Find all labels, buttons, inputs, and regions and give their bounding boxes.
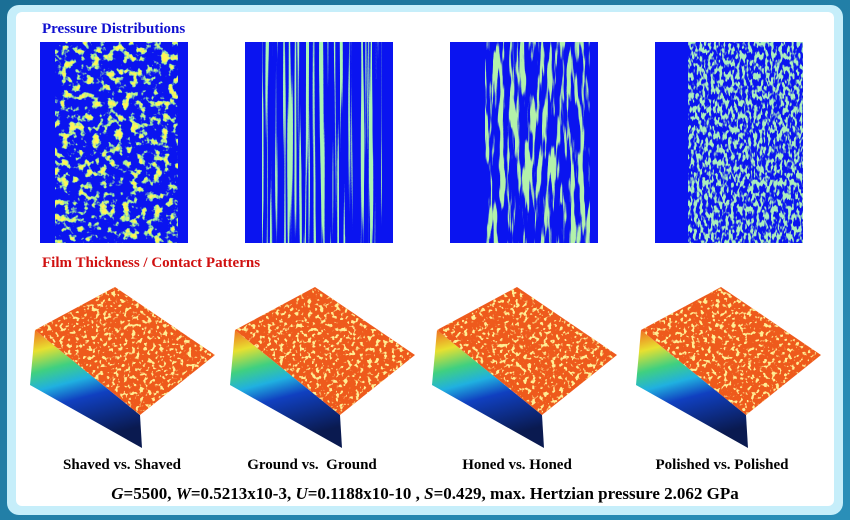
variable: U bbox=[295, 484, 308, 503]
surface-texture bbox=[235, 287, 415, 415]
surface-texture bbox=[641, 287, 821, 415]
surface-side bbox=[636, 330, 748, 448]
pressure-texture bbox=[485, 42, 590, 243]
caption: Polished vs. Polished bbox=[656, 457, 790, 473]
pressure-texture bbox=[688, 42, 803, 243]
parameters: G=5500, W=0.5213x10-3, U=0.1188x10-10 , … bbox=[111, 484, 739, 503]
variable: W bbox=[176, 484, 193, 503]
caption: Honed vs. Honed bbox=[462, 457, 572, 473]
caption: Ground vs. Ground bbox=[247, 457, 377, 473]
pressure-texture bbox=[55, 42, 178, 243]
value: =0.1188x10-10 , bbox=[308, 484, 424, 503]
section-title: Film Thickness / Contact Patterns bbox=[42, 255, 260, 271]
images bbox=[30, 42, 821, 448]
value: =0.429, max. Hertzian pressure 2.062 GPa bbox=[434, 484, 740, 503]
canvas bbox=[16, 12, 834, 506]
surface-texture bbox=[437, 287, 617, 415]
value: =5500, bbox=[124, 484, 176, 503]
pressure-texture bbox=[262, 42, 382, 243]
value: =0.5213x10-3, bbox=[191, 484, 296, 503]
caption: Shaved vs. Shaved bbox=[63, 457, 182, 473]
variable: S bbox=[424, 484, 433, 503]
surface-side bbox=[230, 330, 342, 448]
surface-side bbox=[432, 330, 544, 448]
variable: G bbox=[111, 484, 124, 503]
surface-texture bbox=[35, 287, 215, 415]
section-title: Pressure Distributions bbox=[42, 21, 185, 37]
surface-side bbox=[30, 330, 142, 448]
